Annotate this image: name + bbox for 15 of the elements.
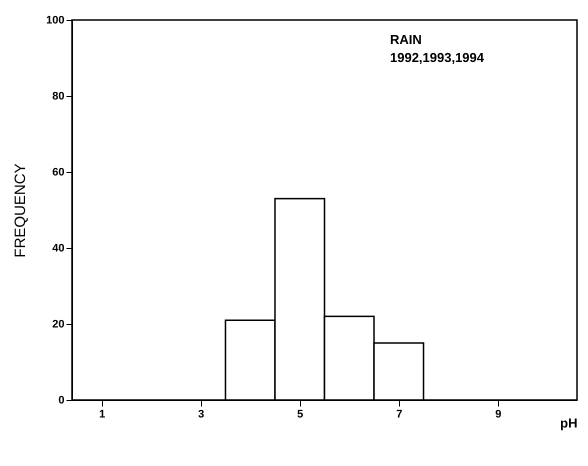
- x-tick-label: 3: [198, 408, 204, 420]
- x-tick-label: 1: [99, 408, 106, 420]
- x-tick-label: 7: [396, 408, 402, 420]
- y-tick-label: 40: [52, 242, 64, 254]
- x-tick-label: 5: [297, 408, 304, 420]
- y-tick-label: 60: [52, 166, 64, 178]
- annotation: RAIN: [390, 32, 422, 47]
- x-axis-title: pH: [560, 416, 578, 430]
- y-tick-label: 20: [52, 318, 64, 330]
- y-axis-title: FREQUENCY: [12, 163, 30, 258]
- y-tick-label: 80: [52, 90, 64, 102]
- x-tick-label: 9: [495, 408, 502, 420]
- y-tick-label: 0: [58, 394, 64, 406]
- annotation: 1992,1993,1994: [390, 50, 485, 65]
- y-tick-label: 100: [46, 14, 64, 26]
